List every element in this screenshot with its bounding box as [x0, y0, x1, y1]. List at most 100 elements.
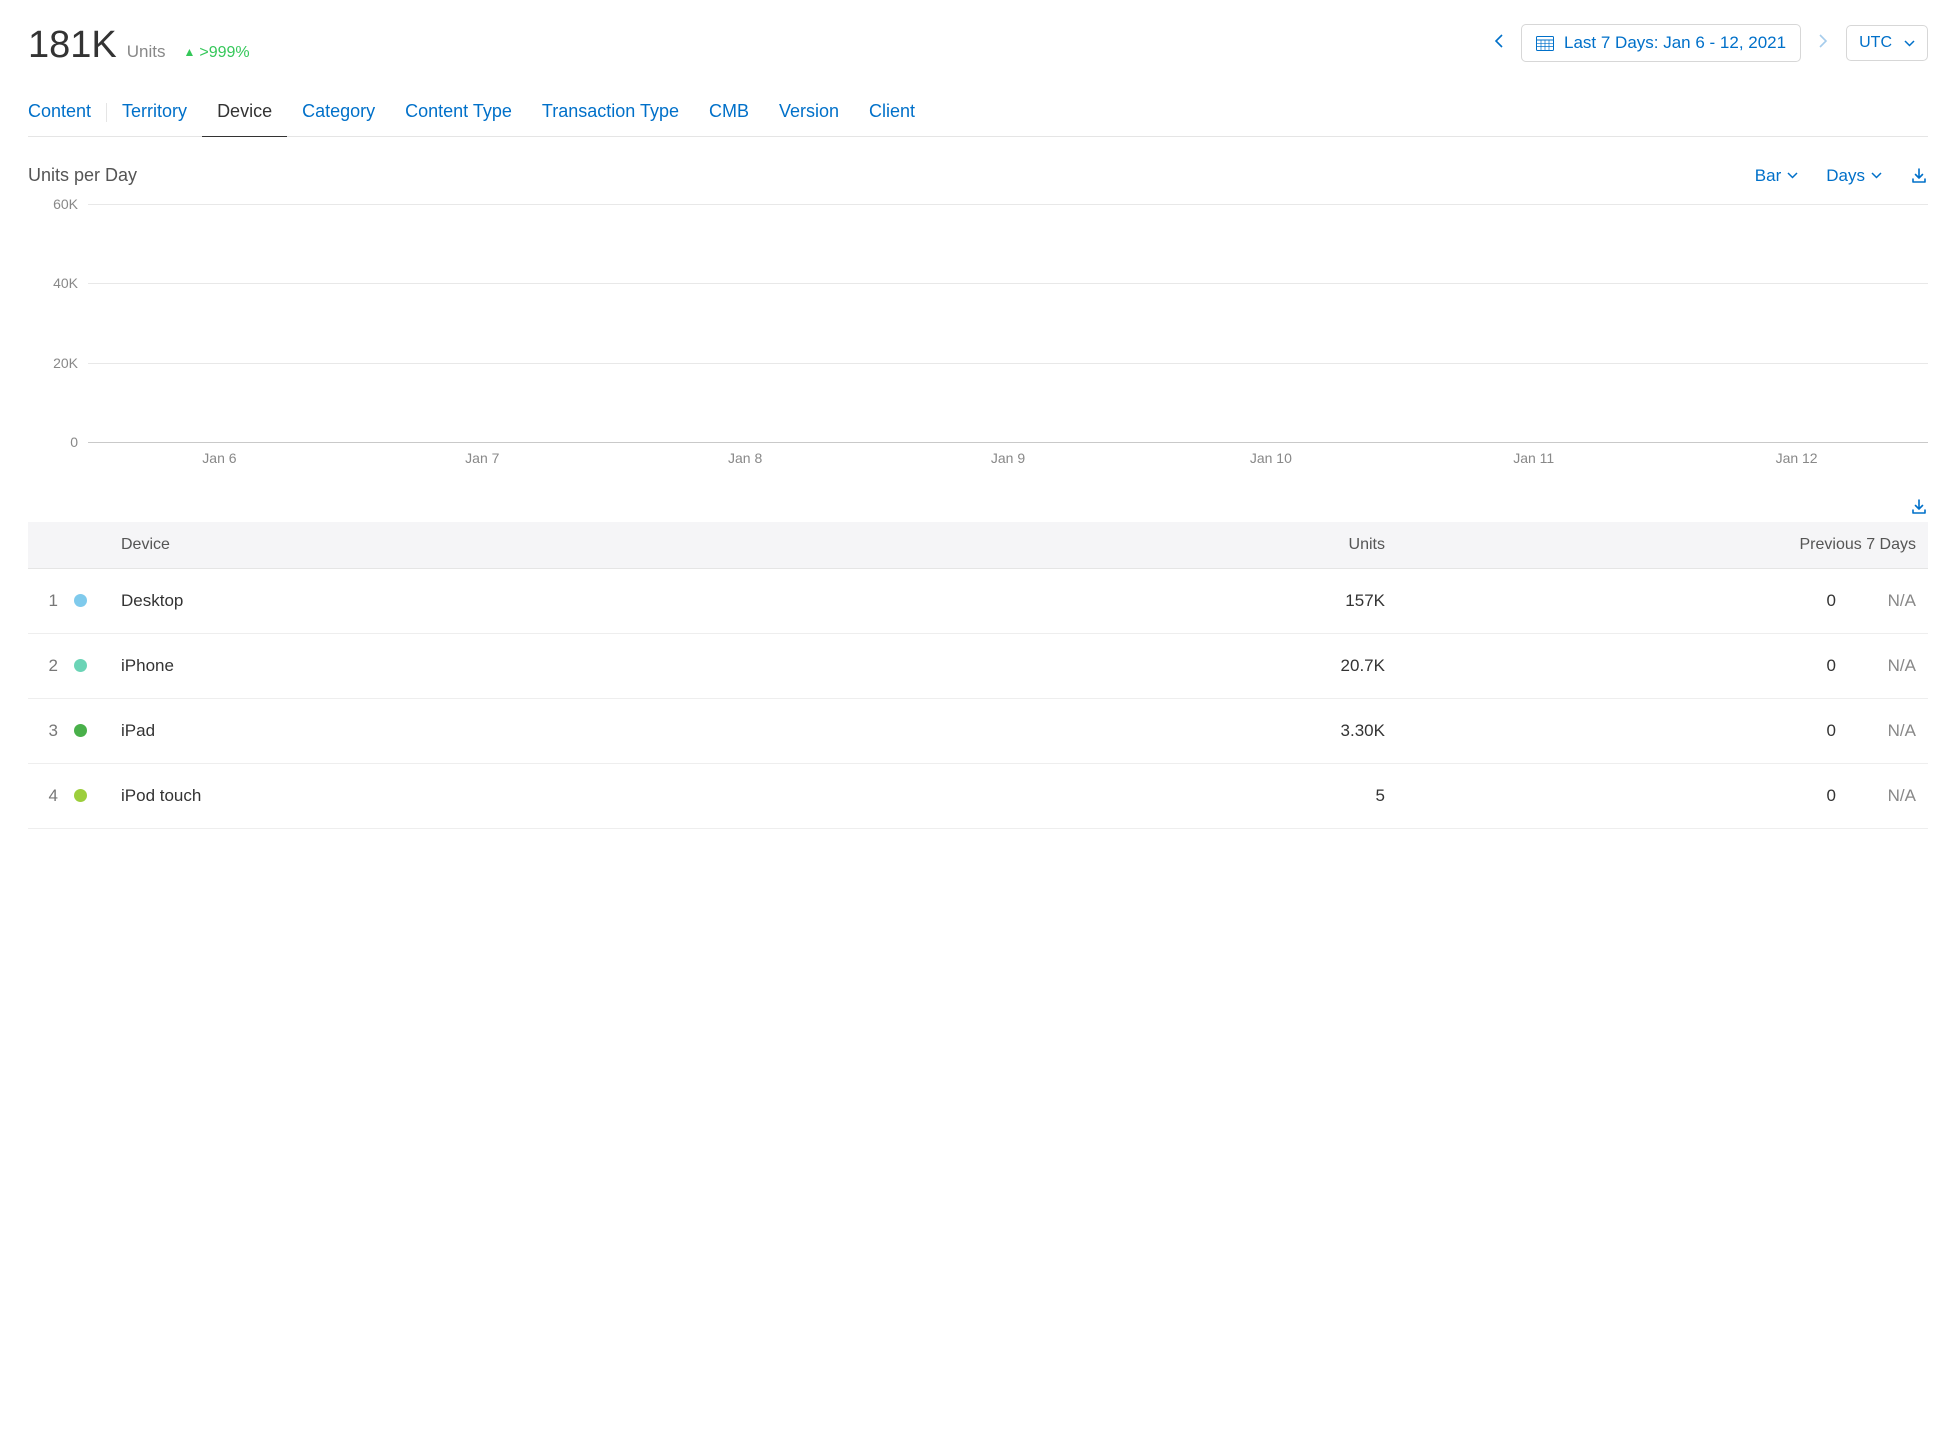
chart-granularity-selector[interactable]: Days	[1826, 166, 1882, 186]
series-swatch	[74, 724, 87, 737]
chevron-down-icon	[1787, 170, 1798, 182]
tab-content-type[interactable]: Content Type	[390, 101, 527, 136]
x-tick-label: Jan 7	[351, 442, 614, 464]
row-index: 2	[28, 634, 62, 699]
y-tick-label: 60K	[28, 196, 88, 212]
date-next-button	[1815, 28, 1832, 59]
series-swatch	[74, 659, 87, 672]
row-index: 4	[28, 764, 62, 829]
chart-header: Units per Day Bar Days	[28, 165, 1928, 186]
x-tick-label: Jan 10	[1139, 442, 1402, 464]
cell-units: 5	[887, 764, 1397, 829]
cell-device: iPod touch	[109, 764, 887, 829]
units-bar-chart: 020K40K60K Jan 6Jan 7Jan 8Jan 9Jan 10Jan…	[28, 204, 1928, 464]
cell-units: 20.7K	[887, 634, 1397, 699]
bar-slot	[351, 204, 614, 442]
timezone-label: UTC	[1859, 34, 1892, 52]
calendar-icon	[1536, 35, 1554, 51]
y-tick-label: 20K	[28, 355, 88, 371]
download-icon	[1910, 167, 1928, 185]
download-icon	[1910, 498, 1928, 516]
chart-section: Units per Day Bar Days 020K40K60K Jan 6J…	[28, 165, 1928, 464]
table-header-spacer	[28, 522, 62, 569]
header-controls: Last 7 Days: Jan 6 - 12, 2021 UTC	[1490, 24, 1928, 62]
cell-device: Desktop	[109, 569, 887, 634]
row-swatch-cell	[62, 569, 109, 634]
metric-block: 181K Units ▲ >999%	[28, 24, 250, 67]
summary-header: 181K Units ▲ >999% Last 7 Days: Jan 6 - …	[28, 24, 1928, 67]
chart-title: Units per Day	[28, 165, 137, 186]
timezone-picker[interactable]: UTC	[1846, 25, 1928, 61]
cell-units: 3.30K	[887, 699, 1397, 764]
tab-cmb[interactable]: CMB	[694, 101, 764, 136]
gridline	[88, 283, 1928, 284]
row-index: 3	[28, 699, 62, 764]
tab-territory[interactable]: Territory	[107, 101, 202, 136]
download-table-button[interactable]	[1910, 498, 1928, 516]
metric-units-label: Units	[127, 42, 166, 62]
table-header-prev[interactable]: Previous 7 Days	[1397, 522, 1928, 569]
x-tick-label: Jan 11	[1402, 442, 1665, 464]
chart-granularity-label: Days	[1826, 166, 1865, 186]
date-range-label: Last 7 Days: Jan 6 - 12, 2021	[1564, 33, 1786, 53]
tab-content[interactable]: Content	[28, 101, 106, 136]
chart-type-label: Bar	[1755, 166, 1781, 186]
bar-slot	[88, 204, 351, 442]
x-axis: Jan 6Jan 7Jan 8Jan 9Jan 10Jan 11Jan 12	[88, 442, 1928, 464]
cell-units: 157K	[887, 569, 1397, 634]
y-tick-label: 0	[28, 434, 88, 450]
table-header-device[interactable]: Device	[109, 522, 887, 569]
bars-container	[88, 204, 1928, 442]
chart-type-selector[interactable]: Bar	[1755, 166, 1798, 186]
gridline	[88, 363, 1928, 364]
tab-device[interactable]: Device	[202, 101, 287, 136]
chevron-down-icon	[1904, 36, 1915, 50]
cell-prev: 0	[1397, 699, 1848, 764]
cell-change: N/A	[1848, 634, 1928, 699]
series-swatch	[74, 594, 87, 607]
chart-controls: Bar Days	[1755, 166, 1928, 186]
date-range-picker[interactable]: Last 7 Days: Jan 6 - 12, 2021	[1521, 24, 1801, 62]
x-tick-label: Jan 9	[877, 442, 1140, 464]
row-index: 1	[28, 569, 62, 634]
tab-transaction-type[interactable]: Transaction Type	[527, 101, 694, 136]
row-swatch-cell	[62, 764, 109, 829]
bar-slot	[1665, 204, 1928, 442]
table-row[interactable]: 1 Desktop157K0N/A	[28, 569, 1928, 634]
cell-device: iPhone	[109, 634, 887, 699]
bar-slot	[877, 204, 1140, 442]
chart-wrap: 020K40K60K Jan 6Jan 7Jan 8Jan 9Jan 10Jan…	[28, 204, 1928, 464]
table-row[interactable]: 3iPad3.30K0N/A	[28, 699, 1928, 764]
x-tick-label: Jan 8	[614, 442, 877, 464]
x-tick-label: Jan 12	[1665, 442, 1928, 464]
plot-area	[88, 204, 1928, 442]
bar-slot	[614, 204, 877, 442]
cell-prev: 0	[1397, 569, 1848, 634]
gridline	[88, 204, 1928, 205]
table-row[interactable]: 2iPhone20.7K0N/A	[28, 634, 1928, 699]
row-swatch-cell	[62, 699, 109, 764]
cell-device: iPad	[109, 699, 887, 764]
tab-version[interactable]: Version	[764, 101, 854, 136]
table-header-row: DeviceUnitsPrevious 7 Days	[28, 522, 1928, 569]
chevron-down-icon	[1871, 170, 1882, 182]
download-chart-button[interactable]	[1910, 167, 1928, 185]
table-section: DeviceUnitsPrevious 7 Days 1Desktop157K0…	[28, 498, 1928, 829]
tab-category[interactable]: Category	[287, 101, 390, 136]
delta-up-icon: ▲	[183, 45, 195, 59]
table-body: 1Desktop157K0N/A2iPhone20.7K0N/A3iPad3.3…	[28, 569, 1928, 829]
tab-client[interactable]: Client	[854, 101, 930, 136]
date-prev-button[interactable]	[1490, 28, 1507, 59]
bar-slot	[1139, 204, 1402, 442]
row-swatch-cell	[62, 634, 109, 699]
series-swatch	[74, 789, 87, 802]
table-row[interactable]: 4 iPod touch50N/A	[28, 764, 1928, 829]
cell-change: N/A	[1848, 569, 1928, 634]
dimension-tabs: ContentTerritoryDeviceCategoryContent Ty…	[28, 101, 1928, 137]
cell-change: N/A	[1848, 764, 1928, 829]
table-header-units[interactable]: Units	[887, 522, 1397, 569]
cell-prev: 0	[1397, 764, 1848, 829]
metric-delta-text: >999%	[199, 44, 249, 62]
chevron-left-icon	[1494, 34, 1503, 48]
metric-value: 181K	[28, 24, 117, 67]
